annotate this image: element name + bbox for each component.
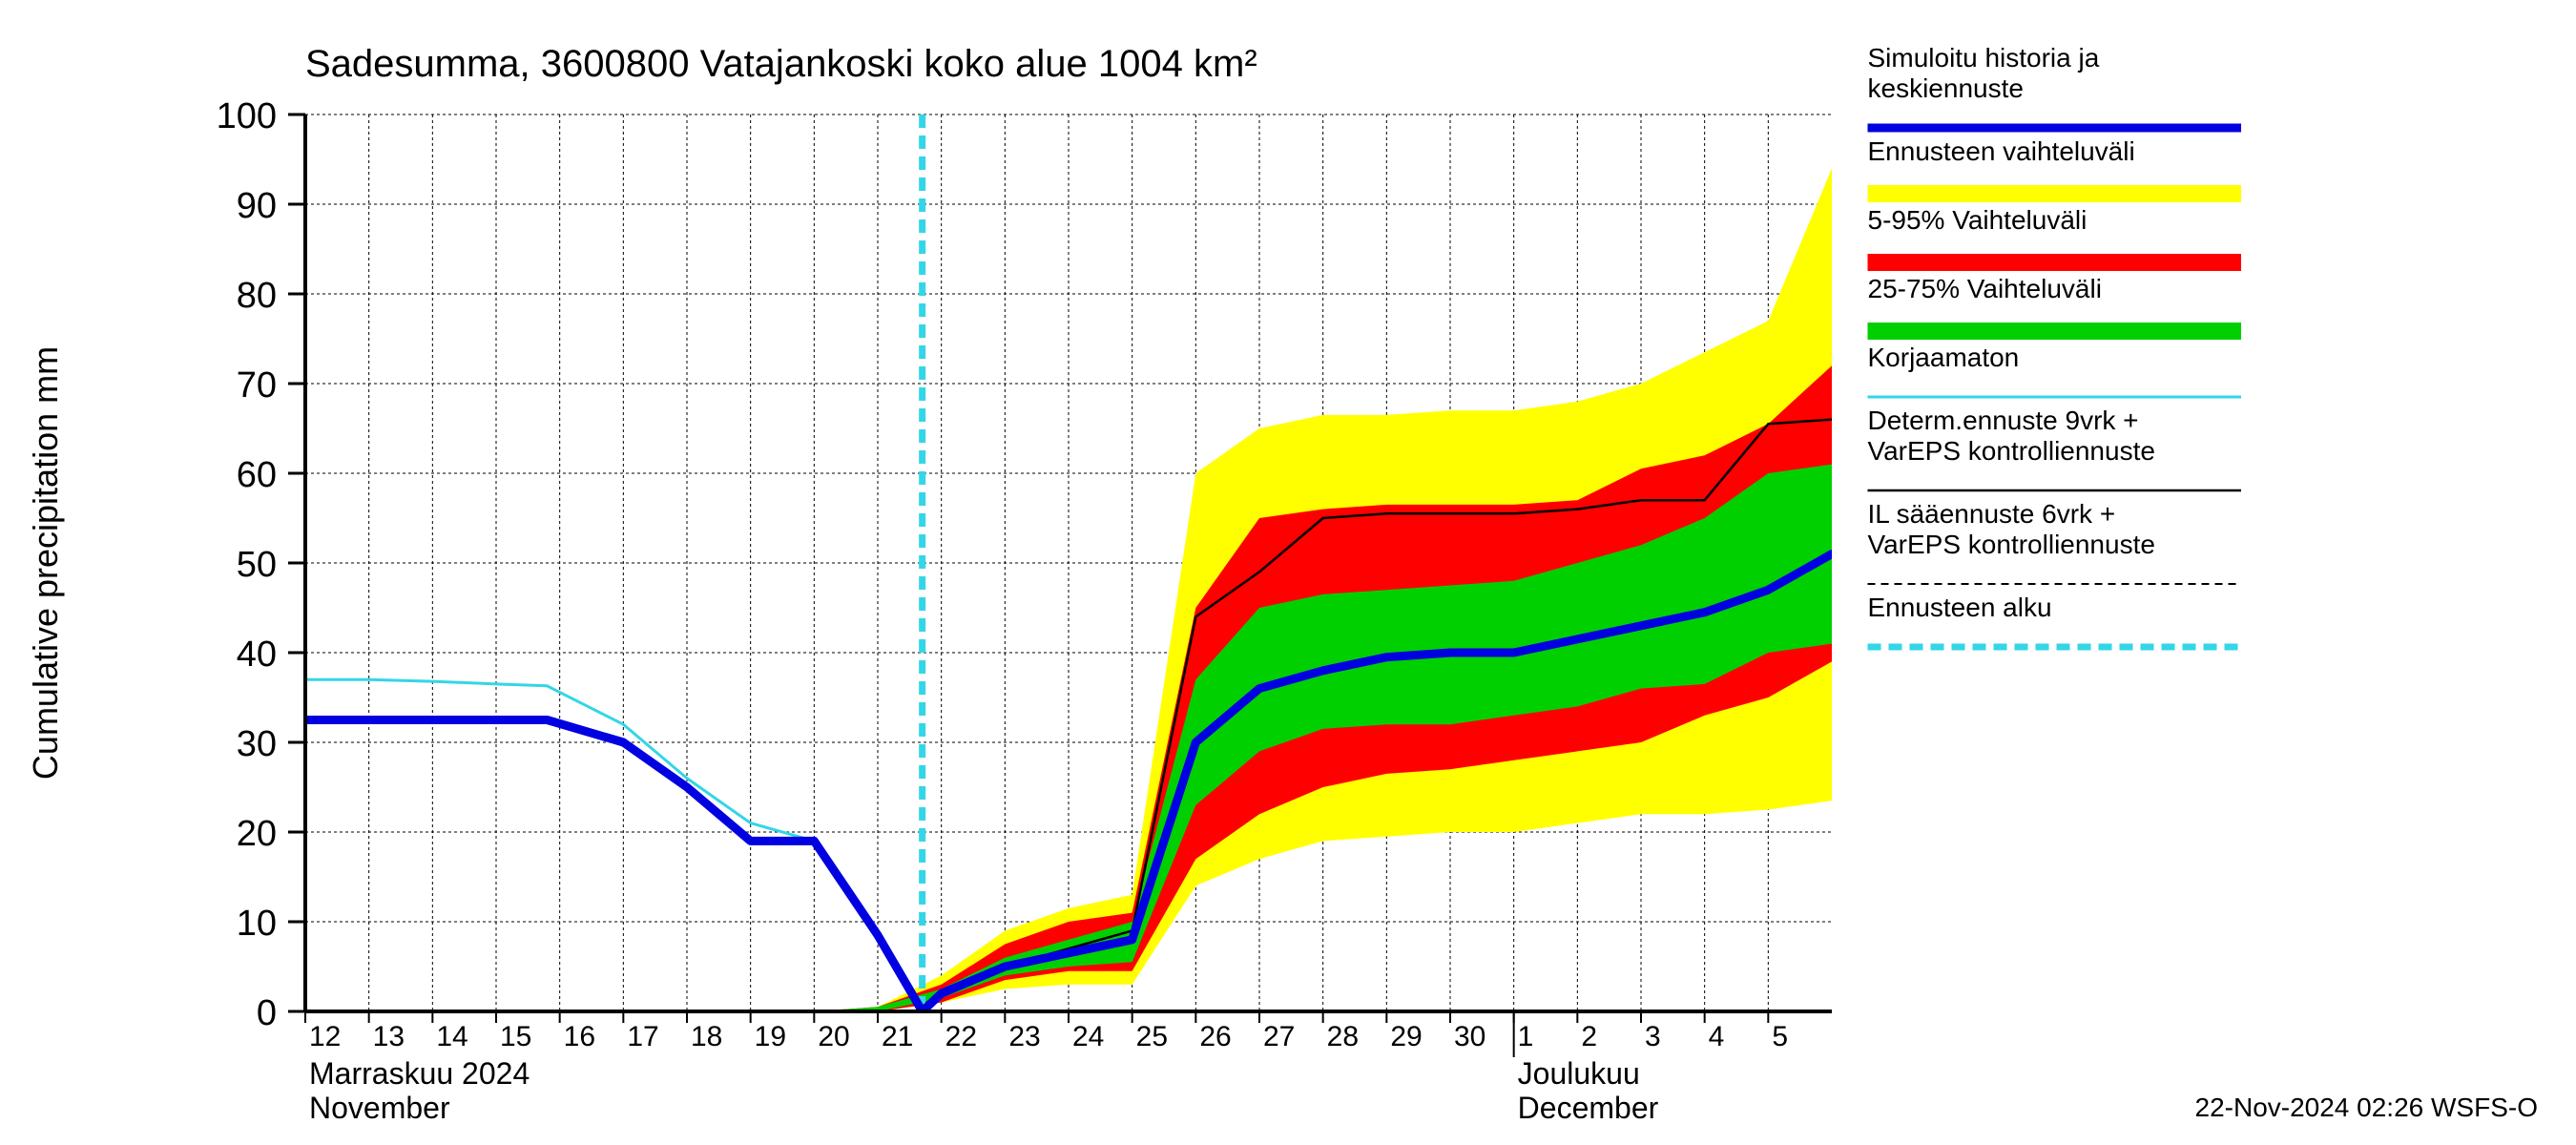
legend-label: Ennusteen vaihteluväli bbox=[1868, 136, 2135, 166]
legend-label: Ennusteen alku bbox=[1868, 593, 2052, 622]
month-label: November bbox=[309, 1091, 450, 1125]
x-tick-label: 16 bbox=[564, 1021, 595, 1052]
legend-label: VarEPS kontrolliennuste bbox=[1868, 530, 2155, 559]
x-tick-label: 5 bbox=[1772, 1021, 1788, 1052]
x-tick-label: 27 bbox=[1263, 1021, 1295, 1052]
y-tick-label: 50 bbox=[237, 545, 277, 585]
y-tick-label: 60 bbox=[237, 455, 277, 495]
y-axis-label: Cumulative precipitation mm bbox=[26, 346, 65, 780]
y-tick-label: 80 bbox=[237, 276, 277, 316]
chart-title-svg: Sadesumma, 3600800 Vatajankoski koko alu… bbox=[305, 43, 1257, 85]
x-tick-label: 15 bbox=[500, 1021, 531, 1052]
x-tick-label: 1 bbox=[1518, 1021, 1534, 1052]
legend-label: VarEPS kontrolliennuste bbox=[1868, 436, 2155, 466]
y-tick-label: 70 bbox=[237, 365, 277, 406]
legend-label: 25-75% Vaihteluväli bbox=[1868, 274, 2102, 303]
x-tick-label: 3 bbox=[1645, 1021, 1661, 1052]
x-tick-label: 4 bbox=[1709, 1021, 1725, 1052]
legend-label: keskiennuste bbox=[1868, 73, 2024, 103]
precipitation-chart: Sadesumma, 3600800 Vatajankoski koko alu… bbox=[0, 0, 2576, 1145]
y-tick-label: 10 bbox=[237, 904, 277, 944]
x-tick-label: 19 bbox=[755, 1021, 786, 1052]
legend-label: 5-95% Vaihteluväli bbox=[1868, 205, 2088, 235]
y-tick-label: 0 bbox=[257, 993, 277, 1033]
x-tick-label: 14 bbox=[436, 1021, 467, 1052]
x-tick-label: 17 bbox=[627, 1021, 658, 1052]
legend-swatch bbox=[1868, 254, 2242, 271]
x-tick-label: 22 bbox=[945, 1021, 977, 1052]
x-tick-label: 29 bbox=[1390, 1021, 1422, 1052]
y-tick-label: 100 bbox=[217, 96, 277, 136]
legend-swatch bbox=[1868, 185, 2242, 202]
y-tick-label: 40 bbox=[237, 635, 277, 675]
chart-footer-svg: 22-Nov-2024 02:26 WSFS-O bbox=[2195, 1093, 2539, 1122]
x-tick-label: 28 bbox=[1327, 1021, 1359, 1052]
x-tick-label: 23 bbox=[1008, 1021, 1040, 1052]
x-tick-label: 21 bbox=[882, 1021, 913, 1052]
legend-label: Determ.ennuste 9vrk + bbox=[1868, 406, 2139, 435]
x-tick-label: 20 bbox=[818, 1021, 849, 1052]
month-label: Joulukuu bbox=[1518, 1056, 1640, 1091]
y-tick-label: 30 bbox=[237, 724, 277, 764]
legend-swatch bbox=[1868, 323, 2242, 340]
x-tick-label: 12 bbox=[309, 1021, 341, 1052]
x-tick-label: 25 bbox=[1136, 1021, 1168, 1052]
x-tick-label: 13 bbox=[373, 1021, 405, 1052]
month-label: December bbox=[1518, 1091, 1659, 1125]
legend-label: IL sääennuste 6vrk + bbox=[1868, 499, 2116, 529]
x-tick-label: 18 bbox=[691, 1021, 722, 1052]
x-tick-label: 24 bbox=[1072, 1021, 1104, 1052]
y-tick-label: 90 bbox=[237, 186, 277, 226]
month-label: Marraskuu 2024 bbox=[309, 1056, 530, 1091]
x-tick-label: 30 bbox=[1454, 1021, 1485, 1052]
legend-label: Simuloitu historia ja bbox=[1868, 43, 2100, 73]
legend-label: Korjaamaton bbox=[1868, 343, 2020, 372]
x-tick-label: 2 bbox=[1581, 1021, 1597, 1052]
y-tick-label: 20 bbox=[237, 814, 277, 854]
x-tick-label: 26 bbox=[1199, 1021, 1231, 1052]
